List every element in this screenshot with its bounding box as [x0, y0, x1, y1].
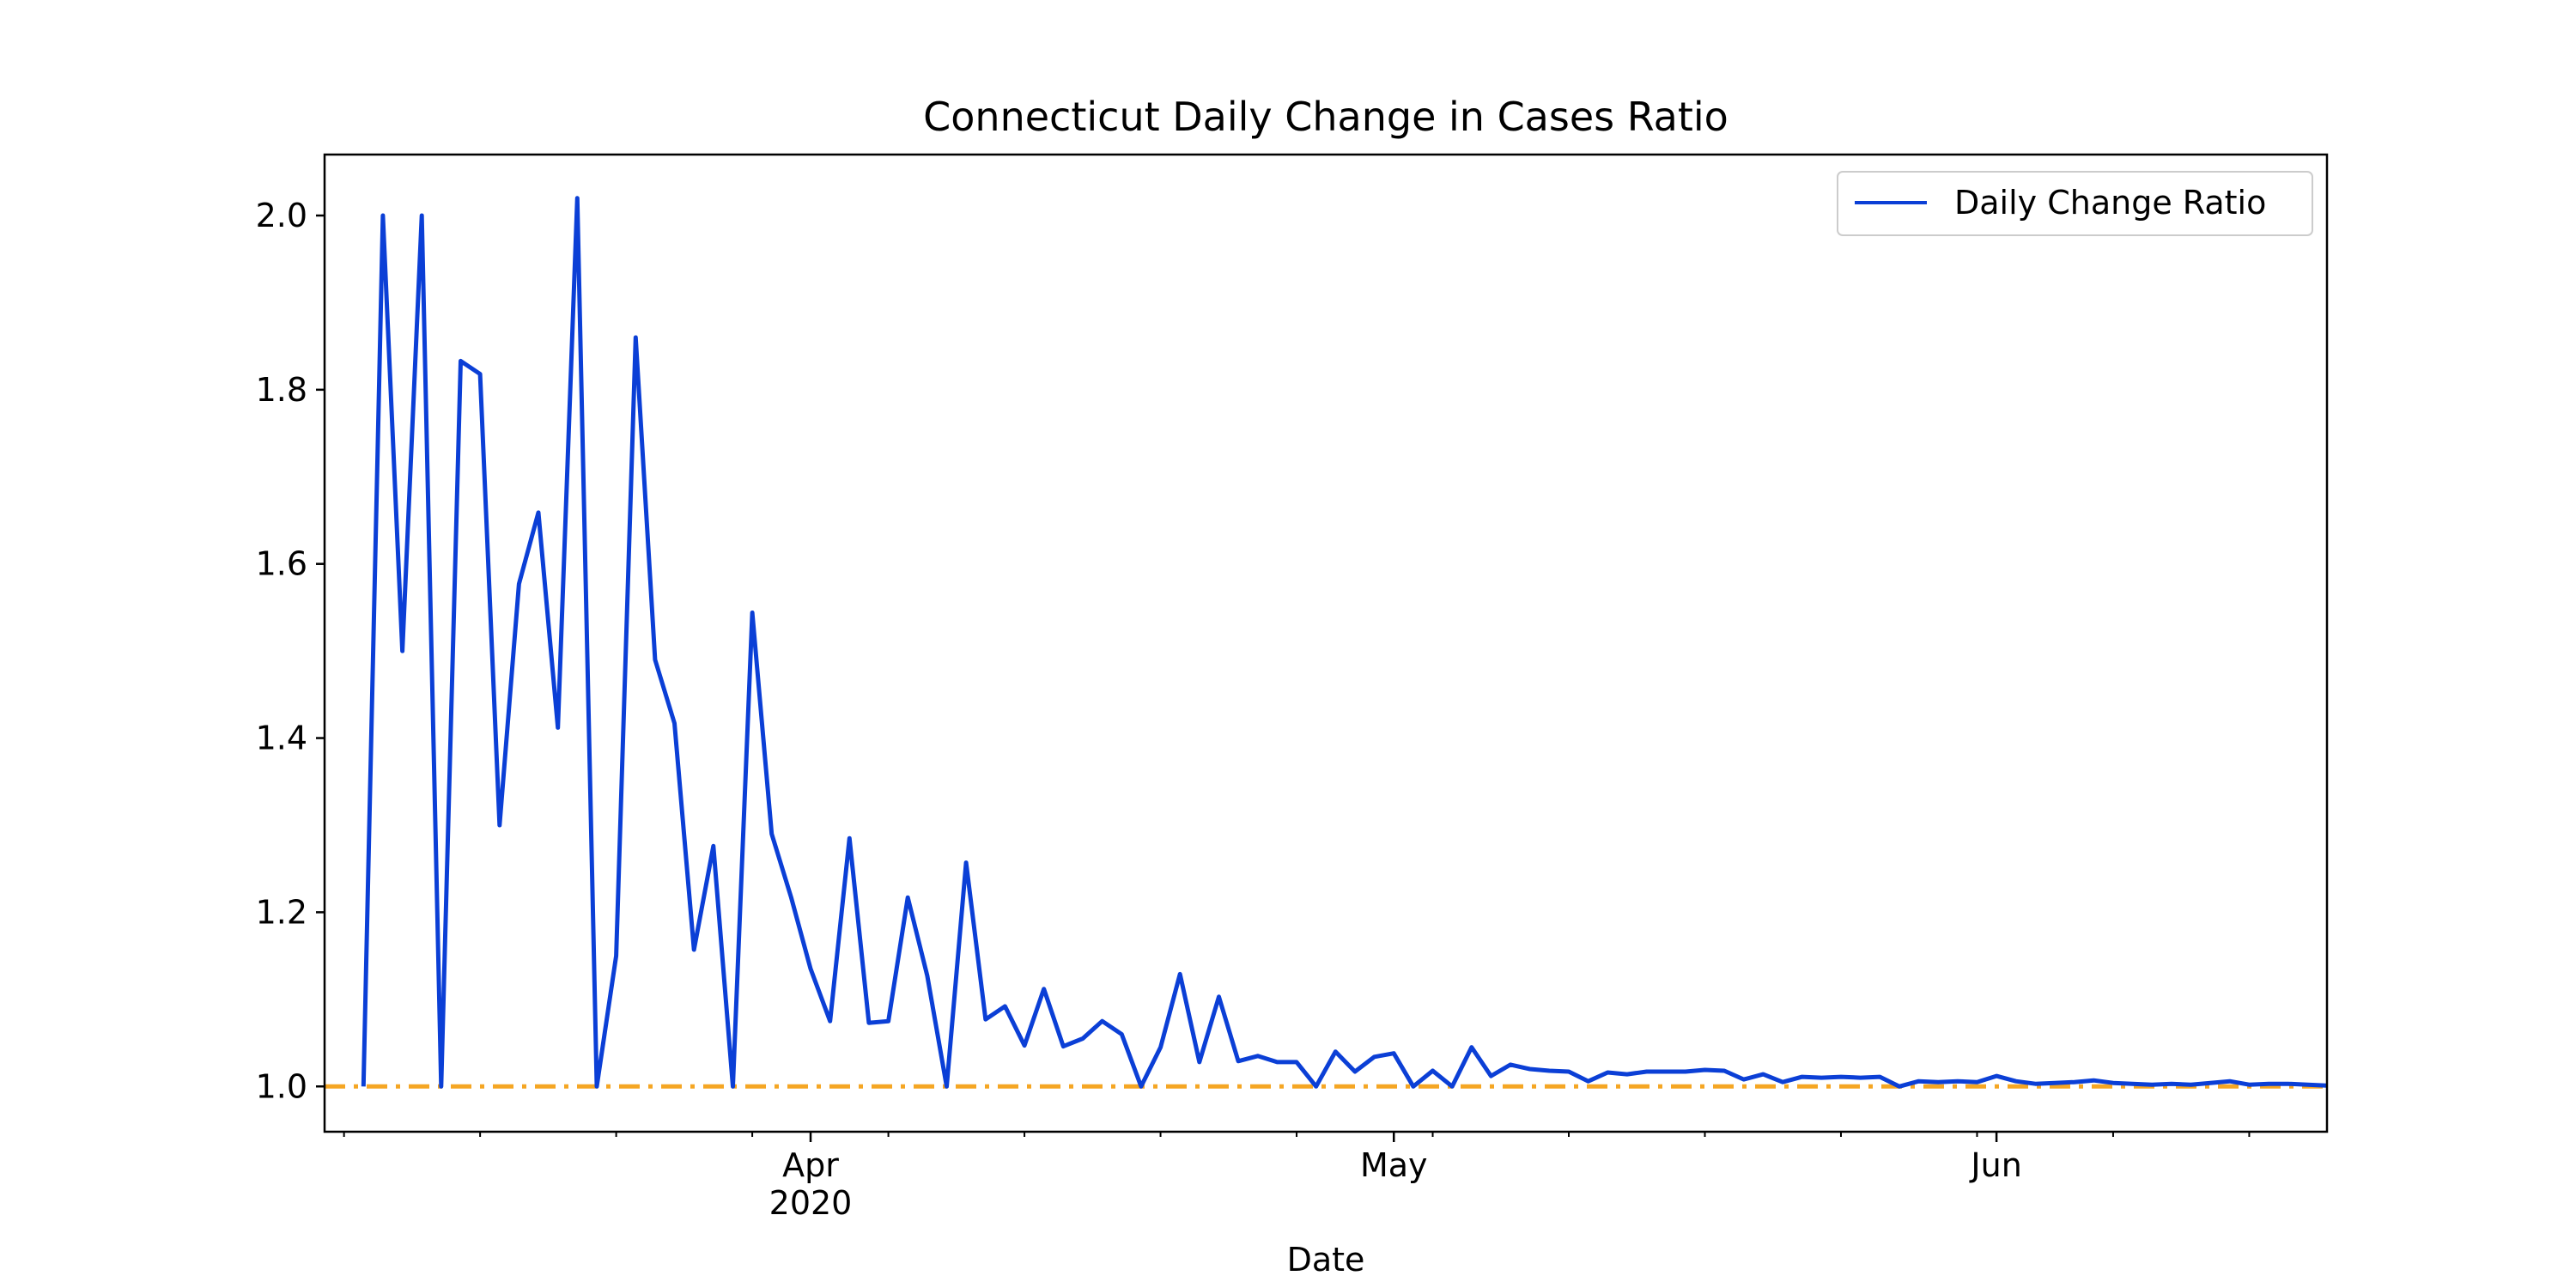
x-tick-label: Apr — [782, 1146, 839, 1184]
y-tick-label: 1.6 — [256, 545, 307, 583]
legend: Daily Change Ratio — [1837, 171, 2313, 236]
y-tick-label: 1.2 — [256, 893, 307, 931]
series-line-daily-change-ratio — [361, 196, 2327, 1089]
chart-title: Connecticut Daily Change in Cases Ratio — [923, 94, 1728, 140]
x-tick-sublabel: 2020 — [769, 1184, 853, 1222]
x-tick-label: Jun — [1969, 1146, 2021, 1184]
legend-frame — [1837, 171, 2313, 236]
legend-label-daily-change-ratio: Daily Change Ratio — [1954, 184, 2266, 222]
y-tick-label: 1.0 — [256, 1067, 307, 1105]
x-axis-label: Date — [1287, 1241, 1365, 1279]
y-tick-label: 2.0 — [256, 197, 307, 234]
plot-area — [325, 196, 2327, 1089]
y-tick-label: 1.8 — [256, 371, 307, 409]
x-tick-label: May — [1360, 1146, 1428, 1184]
y-tick-label: 1.4 — [256, 720, 307, 757]
axes-frame — [323, 153, 2329, 1133]
